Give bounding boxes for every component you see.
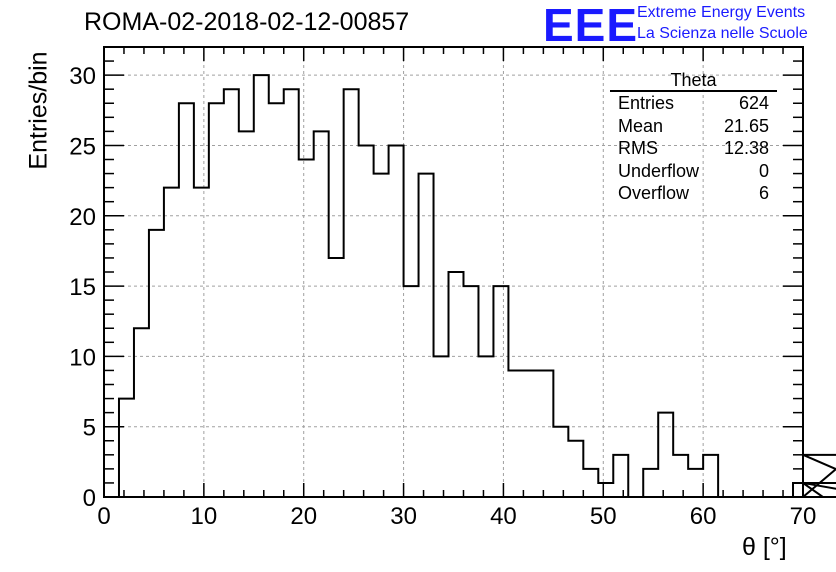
histogram-bin <box>523 370 538 497</box>
x-tick-label: 50 <box>590 503 617 530</box>
histogram-bin <box>284 89 299 497</box>
stats-value: 0 <box>758 160 769 181</box>
histogram-bin <box>389 145 404 497</box>
histogram-bin <box>568 441 583 497</box>
histogram-bin <box>613 455 628 497</box>
x-tick-label: 70 <box>790 503 817 530</box>
stats-value: 6 <box>758 183 769 204</box>
histogram-bin <box>209 103 224 497</box>
x-tick-label: 0 <box>97 503 110 530</box>
stats-label: Entries <box>618 93 675 113</box>
x-tick-label: 20 <box>290 503 317 530</box>
stats-box: Theta Entries 624 Mean 21.65 RMS 12.38 U… <box>610 70 777 205</box>
histogram-bin <box>658 413 673 497</box>
y-tick-label: 10 <box>69 344 96 371</box>
stats-label: RMS <box>618 138 658 159</box>
stats-row-rms: RMS 12.38 <box>610 137 777 160</box>
histogram-bin <box>553 427 568 497</box>
histogram-bin <box>164 188 179 497</box>
histogram-bin <box>643 469 658 497</box>
histogram-bin <box>269 103 284 497</box>
histogram-bin <box>224 89 239 497</box>
y-tick-label: 15 <box>69 274 96 301</box>
histogram-bin <box>583 469 598 497</box>
stats-row-overflow: Overflow 6 <box>610 182 777 205</box>
histogram-bin <box>449 272 464 497</box>
y-axis-label: Entries/bin <box>24 51 53 170</box>
histogram-bin <box>538 370 553 497</box>
chart-title: ROMA-02-2018-02-12-00857 <box>84 8 410 36</box>
stats-row-underflow: Underflow 0 <box>610 160 777 183</box>
y-tick-label: 25 <box>69 133 96 160</box>
stats-row-entries: Entries 624 <box>610 92 777 115</box>
histogram-bin <box>598 483 613 497</box>
histogram-bin <box>493 286 508 497</box>
x-tick-label: 60 <box>690 503 717 530</box>
histogram-bin <box>314 131 329 497</box>
histogram-bin <box>688 469 703 497</box>
histogram-bin <box>703 455 718 497</box>
stats-label: Mean <box>618 115 664 136</box>
histogram-bin <box>329 258 344 497</box>
y-tick-label: 20 <box>69 204 96 231</box>
histogram-bin <box>673 455 688 497</box>
histogram-bin <box>508 370 523 497</box>
histogram-bin <box>119 399 134 497</box>
histogram-bin <box>404 286 419 497</box>
histogram-bin <box>374 174 389 497</box>
stats-row-mean: Mean 21.65 <box>610 115 777 138</box>
y-tick-label: 0 <box>83 485 96 512</box>
stats-label: Overflow <box>618 183 690 204</box>
histogram-bin <box>344 89 359 497</box>
stats-value: 21.65 <box>723 115 769 136</box>
x-tick-label: 30 <box>390 503 417 530</box>
histogram-bin <box>134 328 149 497</box>
histogram-bin <box>793 483 803 497</box>
histogram-bin <box>463 286 478 497</box>
histogram-bin <box>478 356 493 497</box>
logo-subtitle-line1: Extreme Energy Events <box>637 4 806 21</box>
histogram-bin <box>299 160 314 498</box>
histogram-bin <box>179 103 194 497</box>
y-tick-label: 5 <box>83 415 96 442</box>
stats-value: 12.38 <box>723 138 769 159</box>
logo-subtitle-line2: La Scienza nelle Scuole <box>637 25 808 42</box>
histogram-bin <box>149 230 164 497</box>
stats-title: Theta <box>610 70 777 92</box>
x-axis-label: θ [°] <box>742 533 787 561</box>
y-tick-label: 30 <box>69 63 96 90</box>
eee-logo: EEE <box>543 0 639 51</box>
x-tick-label: 10 <box>191 503 218 530</box>
x-tick-label: 40 <box>490 503 517 530</box>
histogram-bin <box>239 131 254 497</box>
histogram-bin <box>194 188 209 497</box>
histogram-bin <box>419 174 434 497</box>
stats-value: 624 <box>738 93 769 113</box>
stats-label: Underflow <box>618 160 700 181</box>
histogram-bin <box>359 145 374 497</box>
